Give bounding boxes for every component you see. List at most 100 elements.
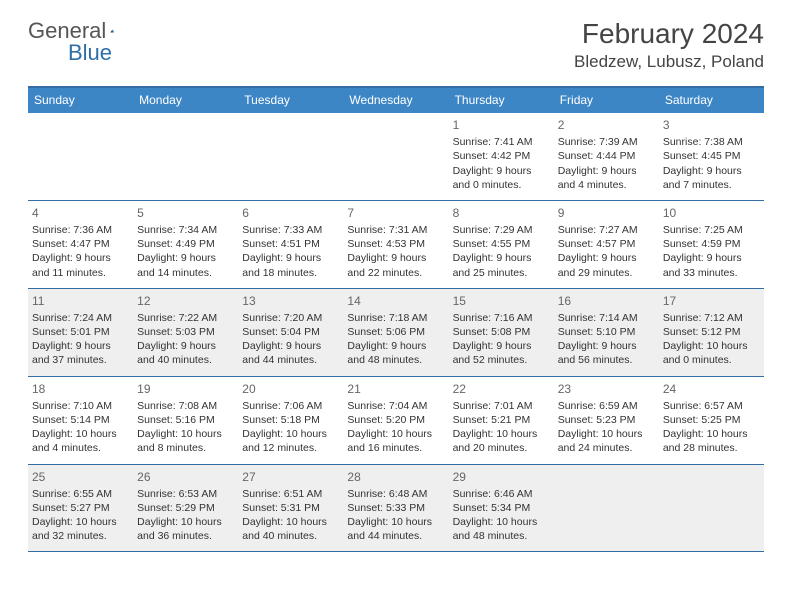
day-number: 21 — [347, 381, 444, 397]
sunrise-label: Sunrise: 7:41 AM — [453, 135, 550, 149]
daylight-label: Daylight: 9 hours and 52 minutes. — [453, 339, 550, 367]
sunset-label: Sunset: 5:20 PM — [347, 413, 444, 427]
day-number: 2 — [558, 117, 655, 133]
day-number: 27 — [242, 469, 339, 485]
day-number: 16 — [558, 293, 655, 309]
day-number: 20 — [242, 381, 339, 397]
calendar: SundayMondayTuesdayWednesdayThursdayFrid… — [28, 86, 764, 552]
day-cell: 17Sunrise: 7:12 AMSunset: 5:12 PMDayligh… — [659, 289, 764, 376]
daylight-label: Daylight: 10 hours and 8 minutes. — [137, 427, 234, 455]
week-row: 25Sunrise: 6:55 AMSunset: 5:27 PMDayligh… — [28, 465, 764, 553]
sunset-label: Sunset: 4:47 PM — [32, 237, 129, 251]
daylight-label: Daylight: 10 hours and 16 minutes. — [347, 427, 444, 455]
day-cell: 4Sunrise: 7:36 AMSunset: 4:47 PMDaylight… — [28, 201, 133, 288]
daylight-label: Daylight: 9 hours and 29 minutes. — [558, 251, 655, 279]
day-cell: 26Sunrise: 6:53 AMSunset: 5:29 PMDayligh… — [133, 465, 238, 552]
day-cell: 29Sunrise: 6:46 AMSunset: 5:34 PMDayligh… — [449, 465, 554, 552]
sunset-label: Sunset: 5:29 PM — [137, 501, 234, 515]
day-cell-empty — [28, 113, 133, 200]
day-cell: 21 Sunrise: 7:04 AMSunset: 5:20 PMDayligh… — [343, 377, 448, 464]
sunrise-label: Sunrise: 7:04 AM — [347, 399, 444, 413]
day-cell: 12Sunrise: 7:22 AMSunset: 5:03 PMDayligh… — [133, 289, 238, 376]
day-number: 15 — [453, 293, 550, 309]
header: General February 2024 Bledzew, Lubusz, P… — [28, 18, 764, 72]
sunrise-label: Sunrise: 7:34 AM — [137, 223, 234, 237]
day-number: 22 — [453, 381, 550, 397]
dow-cell: Tuesday — [238, 88, 343, 113]
day-cell: 23Sunrise: 6:59 AMSunset: 5:23 PMDayligh… — [554, 377, 659, 464]
dow-cell: Thursday — [449, 88, 554, 113]
location-label: Bledzew, Lubusz, Poland — [574, 52, 764, 72]
sunset-label: Sunset: 4:57 PM — [558, 237, 655, 251]
day-cell: 3Sunrise: 7:38 AMSunset: 4:45 PMDaylight… — [659, 113, 764, 200]
sunrise-label: Sunrise: 7:14 AM — [558, 311, 655, 325]
sunrise-label: Sunrise: 7:12 AM — [663, 311, 760, 325]
logo-row2: Blue — [40, 40, 112, 66]
day-number: 26 — [137, 469, 234, 485]
day-number: 19 — [137, 381, 234, 397]
week-row: 4Sunrise: 7:36 AMSunset: 4:47 PMDaylight… — [28, 201, 764, 289]
sunrise-label: Sunrise: 7:06 AM — [242, 399, 339, 413]
day-number: 13 — [242, 293, 339, 309]
day-number: 5 — [137, 205, 234, 221]
week-row: 1 Sunrise: 7:41 AMSunset: 4:42 PM Daylight… — [28, 113, 764, 201]
day-number: 12 — [137, 293, 234, 309]
day-number: 6 — [242, 205, 339, 221]
daylight-label: Daylight: 9 hours and 37 minutes. — [32, 339, 129, 367]
sunset-label: Sunset: 4:51 PM — [242, 237, 339, 251]
sunrise-label: Sunrise: 6:48 AM — [347, 487, 444, 501]
daylight-label: Daylight: 9 hours and 48 minutes. — [347, 339, 444, 367]
daylight-label: Daylight: 10 hours and 4 minutes. — [32, 427, 129, 455]
daylight-label: Daylight: 10 hours and 40 minutes. — [242, 515, 339, 543]
daylight-label: Daylight: 10 hours and 12 minutes. — [242, 427, 339, 455]
weeks-container: 1 Sunrise: 7:41 AMSunset: 4:42 PM Daylight… — [28, 113, 764, 552]
daylight-label: Daylight: 9 hours and 33 minutes. — [663, 251, 760, 279]
day-cell: 15Sunrise: 7:16 AMSunset: 5:08 PMDayligh… — [449, 289, 554, 376]
sunset-label: Sunset: 5:16 PM — [137, 413, 234, 427]
dow-cell: Wednesday — [343, 88, 448, 113]
day-cell: 22Sunrise: 7:01 AMSunset: 5:21 PMDayligh… — [449, 377, 554, 464]
day-number: 1 — [453, 117, 550, 133]
day-cell: 9Sunrise: 7:27 AMSunset: 4:57 PMDaylight… — [554, 201, 659, 288]
day-cell: 18 Sunrise: 7:10 AMSunset: 5:14 PMDayligh… — [28, 377, 133, 464]
day-cell-empty — [238, 113, 343, 200]
day-cell-empty — [133, 113, 238, 200]
sunset-label: Sunset: 5:04 PM — [242, 325, 339, 339]
sunset-label: Sunset: 5:03 PM — [137, 325, 234, 339]
dow-cell: Monday — [133, 88, 238, 113]
sunset-label: Sunset: 5:34 PM — [453, 501, 550, 515]
day-cell: 20Sunrise: 7:06 AMSunset: 5:18 PMDayligh… — [238, 377, 343, 464]
daylight-label: Daylight: 10 hours and 28 minutes. — [663, 427, 760, 455]
sunset-label: Sunset: 4:45 PM — [663, 149, 760, 163]
daylight-label: Daylight: 9 hours and 40 minutes. — [137, 339, 234, 367]
sunset-label: Sunset: 5:31 PM — [242, 501, 339, 515]
daylight-label: Daylight: 9 hours and 25 minutes. — [453, 251, 550, 279]
sunset-label: Sunset: 5:21 PM — [453, 413, 550, 427]
day-number: 18 — [32, 381, 129, 397]
logo-text-blue: Blue — [68, 40, 112, 66]
day-cell: 16Sunrise: 7:14 AMSunset: 5:10 PMDayligh… — [554, 289, 659, 376]
day-number: 23 — [558, 381, 655, 397]
sunset-label: Sunset: 4:42 PM — [453, 149, 550, 163]
day-of-week-header: SundayMondayTuesdayWednesdayThursdayFrid… — [28, 88, 764, 113]
day-number: 11 — [32, 293, 129, 309]
day-cell: 5Sunrise: 7:34 AMSunset: 4:49 PMDaylight… — [133, 201, 238, 288]
daylight-label: Daylight: 9 hours and 4 minutes. — [558, 164, 655, 192]
sunset-label: Sunset: 5:14 PM — [32, 413, 129, 427]
daylight-label: Daylight: 10 hours and 44 minutes. — [347, 515, 444, 543]
dow-cell: Sunday — [28, 88, 133, 113]
day-cell: 19Sunrise: 7:08 AMSunset: 5:16 PMDayligh… — [133, 377, 238, 464]
day-cell: 24Sunrise: 6:57 AMSunset: 5:25 PMDayligh… — [659, 377, 764, 464]
day-number: 8 — [453, 205, 550, 221]
day-cell: 10Sunrise: 7:25 AMSunset: 4:59 PMDayligh… — [659, 201, 764, 288]
day-cell: 27Sunrise: 6:51 AMSunset: 5:31 PMDayligh… — [238, 465, 343, 552]
daylight-label: Daylight: 9 hours and 22 minutes. — [347, 251, 444, 279]
day-cell: 7Sunrise: 7:31 AMSunset: 4:53 PMDaylight… — [343, 201, 448, 288]
day-number: 24 — [663, 381, 760, 397]
sunset-label: Sunset: 5:23 PM — [558, 413, 655, 427]
sunrise-label: Sunrise: 7:10 AM — [32, 399, 129, 413]
sunrise-label: Sunrise: 7:24 AM — [32, 311, 129, 325]
sunrise-label: Sunrise: 6:53 AM — [137, 487, 234, 501]
sunset-label: Sunset: 4:59 PM — [663, 237, 760, 251]
week-row: 18Sunrise: 7:10 AMSunset: 5:14 PMDayligh… — [28, 377, 764, 465]
